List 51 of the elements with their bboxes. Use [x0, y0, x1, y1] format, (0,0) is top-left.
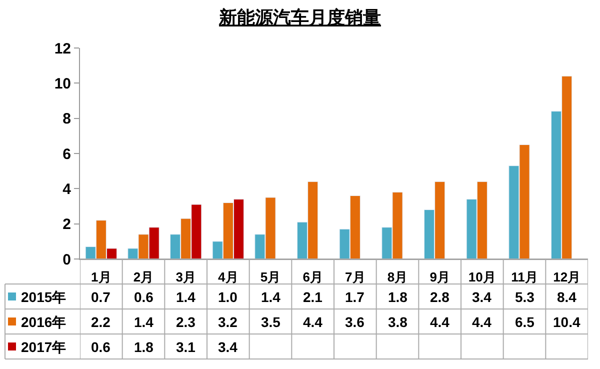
data-label: 2.2 [91, 314, 111, 330]
x-tick-label: 4月 [218, 270, 238, 285]
data-label: 2.1 [303, 289, 323, 305]
data-label: 3.5 [261, 314, 281, 330]
data-label: 1.4 [261, 289, 281, 305]
data-label: 3.1 [176, 339, 196, 355]
data-label: 3.8 [388, 314, 408, 330]
y-tick-label: 0 [62, 251, 71, 268]
x-tick-label: 9月 [430, 270, 450, 285]
x-tick-label: 8月 [387, 270, 408, 285]
x-tick-label: 10月 [468, 270, 496, 285]
data-label: 3.4 [472, 289, 492, 305]
data-label: 6.5 [515, 314, 535, 330]
y-tick-label: 4 [62, 180, 72, 198]
x-tick-label: 12月 [553, 270, 581, 285]
data-label: 10.4 [553, 314, 580, 330]
data-label: 5.3 [515, 289, 535, 305]
chart-title: 新能源汽车月度销量 [218, 8, 381, 28]
data-label: 1.8 [134, 339, 154, 355]
y-tick-label: 12 [54, 40, 71, 58]
data-label: 3.4 [218, 339, 238, 355]
x-tick-label: 3月 [176, 270, 196, 285]
data-label: 4.4 [472, 314, 492, 330]
legend-label: 2016年 [21, 314, 66, 330]
data-label: 2.3 [176, 314, 196, 330]
data-label: 4.4 [303, 314, 323, 330]
data-label: 0.6 [91, 339, 111, 355]
x-tick-label: 5月 [260, 270, 281, 285]
data-label: 4.4 [430, 314, 450, 330]
data-label: 1.0 [218, 289, 238, 305]
x-tick-label: 11月 [511, 270, 538, 285]
legend-label: 2017年 [21, 339, 66, 355]
y-tick-label: 10 [54, 75, 71, 92]
data-label: 3.2 [218, 314, 238, 330]
legend-label: 2015年 [21, 289, 66, 305]
data-label: 8.4 [557, 289, 577, 305]
x-tick-label: 6月 [302, 270, 323, 285]
y-tick-label: 6 [62, 146, 71, 163]
y-tick-label: 2 [62, 216, 71, 234]
data-label: 3.6 [345, 314, 365, 330]
data-label: 2.8 [430, 289, 450, 305]
data-label: 1.8 [388, 289, 408, 305]
data-label: 0.7 [91, 289, 111, 305]
x-tick-label: 7月 [345, 270, 366, 285]
data-label: 1.7 [345, 289, 365, 305]
data-label: 1.4 [176, 289, 196, 305]
y-tick-label: 8 [62, 110, 71, 128]
data-label: 1.4 [134, 314, 154, 330]
data-label: 0.6 [134, 289, 154, 305]
x-tick-label: 1月 [91, 270, 112, 285]
x-tick-label: 2月 [133, 270, 154, 285]
